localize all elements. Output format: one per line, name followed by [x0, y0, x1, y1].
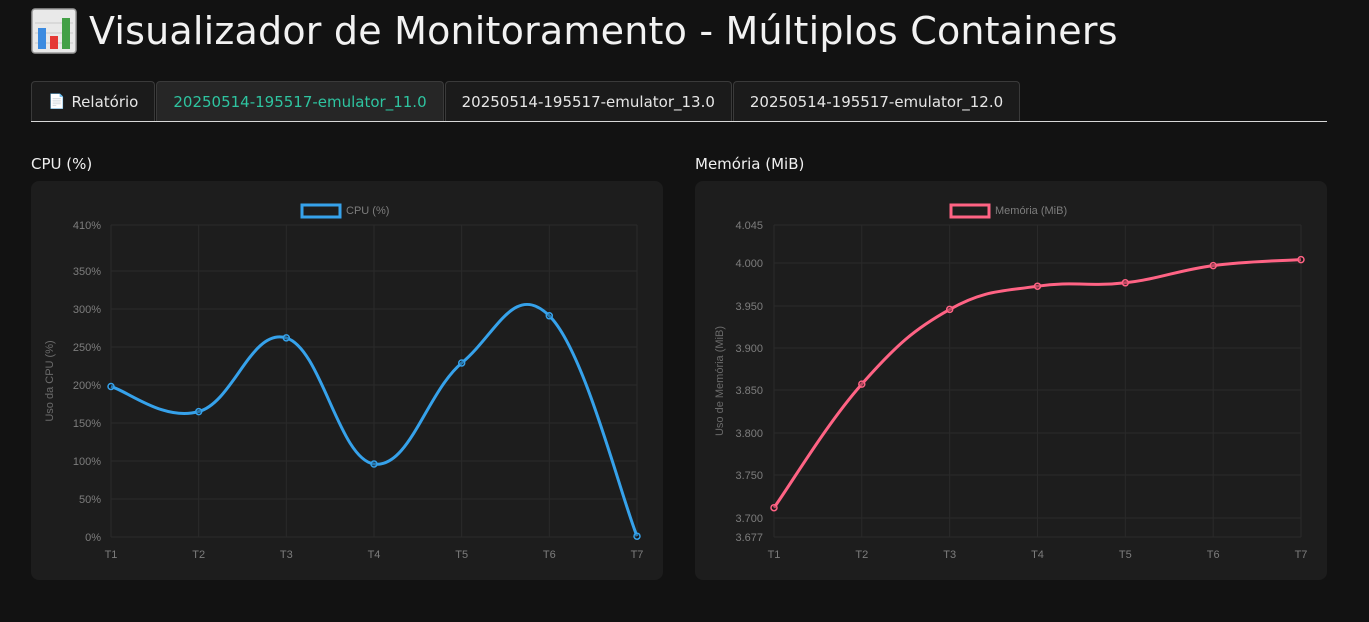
y-tick-label: 3.677 — [735, 532, 763, 544]
x-tick-label: T1 — [105, 549, 118, 561]
cpu-panel-title: CPU (%) — [31, 155, 93, 173]
data-point — [858, 380, 866, 388]
tab-label: Relatório — [71, 92, 139, 111]
memory-chart-card: 3.677 3.700 3.750 3.800 3.850 3.900 3.950 4.000… — [695, 181, 1327, 580]
y-tick-label: 50% — [79, 494, 101, 506]
tab-label: 20250514-195517-emulator_12.0 — [749, 92, 1004, 111]
cpu-chart-card: 0% 50% 100% 150% 200% 250% 300% 350% 410% T1 T2 T3 T… — [31, 181, 663, 580]
y-tick-label: 200% — [73, 380, 101, 392]
y-tick-label: 3.900 — [735, 343, 763, 355]
y-tick-label: 350% — [73, 266, 101, 278]
memory-grid — [773, 224, 1302, 538]
y-tick-label: 300% — [73, 304, 101, 316]
data-point — [370, 460, 378, 468]
y-tick-label: 3.950 — [735, 301, 763, 313]
tab-label: 20250514-195517-emulator_13.0 — [461, 92, 715, 111]
x-tick-label: T3 — [280, 549, 293, 561]
tab-relatorio[interactable]: 📄 Relatório — [31, 81, 156, 121]
data-point — [107, 382, 115, 391]
tab-emulator-11[interactable]: 20250514-195517-emulator_11.0 — [156, 81, 444, 121]
data-point — [1033, 282, 1042, 290]
x-tick-label: T6 — [1207, 549, 1220, 561]
memory-line-chart: 3.677 3.700 3.750 3.800 3.850 3.900 3.950 4.000… — [714, 203, 1308, 561]
legend-swatch — [300, 203, 342, 219]
data-point — [770, 503, 778, 512]
x-tick-label: T4 — [1031, 549, 1044, 561]
tab-emulator-13[interactable]: 20250514-195517-emulator_13.0 — [444, 81, 732, 121]
y-tick-label: 250% — [73, 342, 101, 354]
x-tick-label: T6 — [543, 549, 556, 561]
cpu-line-chart: 0% 50% 100% 150% 200% 250% 300% 350% 410% T1 T2 T3 T… — [44, 203, 644, 561]
y-axis-title: Uso de Memória (MiB) — [714, 326, 726, 436]
y-tick-label: 100% — [73, 456, 101, 468]
y-tick-label: 150% — [73, 418, 101, 430]
x-tick-label: T3 — [943, 549, 956, 561]
tab-bar: 📄 Relatório 20250514-195517-emulator_11.… — [31, 80, 1327, 122]
page-title-text: Visualizador de Monitoramento - Múltiplo… — [89, 9, 1118, 53]
y-tick-label: 3.850 — [735, 385, 763, 397]
y-axis-title: Uso da CPU (%) — [44, 340, 56, 421]
data-point — [633, 532, 641, 540]
x-tick-label: T2 — [192, 549, 205, 561]
y-tick-label: 3.800 — [735, 428, 763, 440]
x-tick-label: T2 — [855, 549, 868, 561]
memory-panel-title: Memória (MiB) — [695, 155, 805, 173]
x-tick-label: T1 — [768, 549, 781, 561]
y-tick-label: 3.700 — [735, 513, 763, 525]
tab-label: 20250514-195517-emulator_11.0 — [173, 92, 427, 111]
data-point — [1297, 255, 1305, 264]
data-point — [1121, 279, 1130, 287]
document-icon: 📄 — [48, 93, 66, 110]
page-title: Visualizador de Monitoramento - Múltiplo… — [31, 8, 1118, 54]
bar-chart-icon — [31, 8, 77, 54]
data-point — [194, 407, 203, 416]
tab-emulator-12[interactable]: 20250514-195517-emulator_12.0 — [732, 81, 1021, 121]
x-tick-label: T7 — [631, 549, 644, 561]
cpu-series-line — [110, 302, 639, 537]
cpu-legend: CPU (%) — [300, 203, 389, 219]
legend-swatch — [949, 203, 991, 219]
data-point — [545, 312, 554, 320]
y-tick-label: 4.000 — [735, 258, 763, 270]
x-tick-label: T7 — [1295, 549, 1308, 561]
legend-label: Memória (MiB) — [995, 205, 1067, 217]
x-tick-label: T5 — [455, 549, 468, 561]
y-tick-label: 3.750 — [735, 470, 763, 482]
y-tick-label: 410% — [73, 220, 101, 232]
memory-series-line — [772, 258, 1302, 509]
data-point — [945, 305, 954, 314]
data-point — [457, 359, 466, 367]
memory-legend: Memória (MiB) — [949, 203, 1067, 219]
x-tick-label: T5 — [1119, 549, 1132, 561]
legend-label: CPU (%) — [346, 205, 389, 217]
x-tick-label: T4 — [368, 549, 381, 561]
cpu-grid — [110, 224, 638, 538]
y-tick-label: 0% — [85, 532, 101, 544]
data-point — [1209, 261, 1217, 270]
y-tick-label: 4.045 — [735, 220, 763, 232]
data-point — [282, 334, 291, 342]
